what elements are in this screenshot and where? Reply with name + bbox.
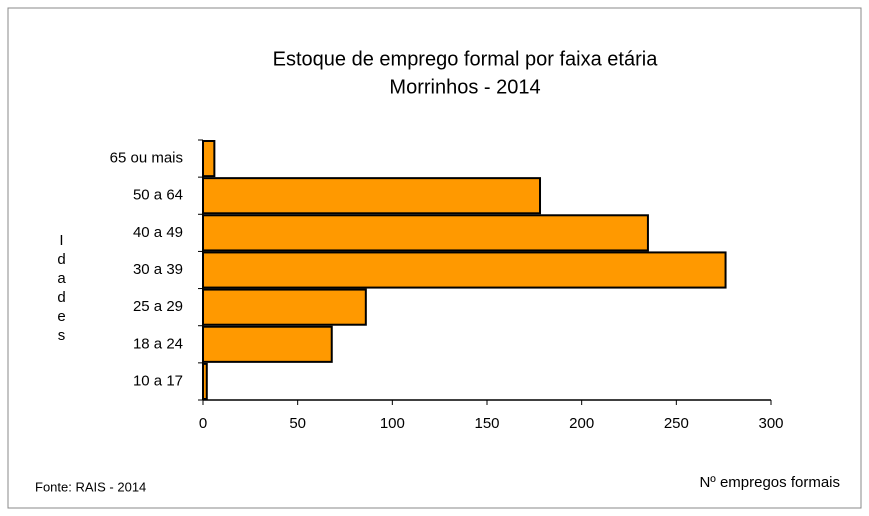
chart-title: Estoque de emprego formal por faixa etár… [273, 48, 659, 70]
source: Fonte: RAIS - 2014 [35, 479, 146, 494]
x-tick-label: 100 [380, 415, 405, 432]
x-tick-label: 150 [474, 415, 499, 432]
frame [7, 7, 862, 509]
bar [202, 325, 333, 363]
y-tick-label: 65 ou mais [110, 150, 183, 167]
x-tick-label: 250 [664, 415, 689, 432]
bar [202, 214, 649, 252]
chart-subtitle: Morrinhos - 2014 [389, 76, 540, 98]
x-axis-label: Nº empregos formais [699, 474, 840, 491]
bar [202, 288, 367, 326]
x-tick-label: 0 [199, 415, 207, 432]
x-tick-label: 50 [289, 415, 306, 432]
y-tick-label: 18 a 24 [133, 335, 183, 352]
y-tick-label: 30 a 39 [133, 261, 183, 278]
y-tick-label: 50 a 64 [133, 187, 183, 204]
y-tick-label: 40 a 49 [133, 224, 183, 241]
bar [202, 251, 727, 289]
bar [202, 140, 216, 178]
y-axis-label: Idades [53, 232, 70, 346]
x-tick-label: 300 [758, 415, 783, 432]
x-tick-label: 200 [569, 415, 594, 432]
y-tick-label: 10 a 17 [133, 372, 183, 389]
y-tick-label: 25 a 29 [133, 298, 183, 315]
bar [202, 177, 542, 215]
